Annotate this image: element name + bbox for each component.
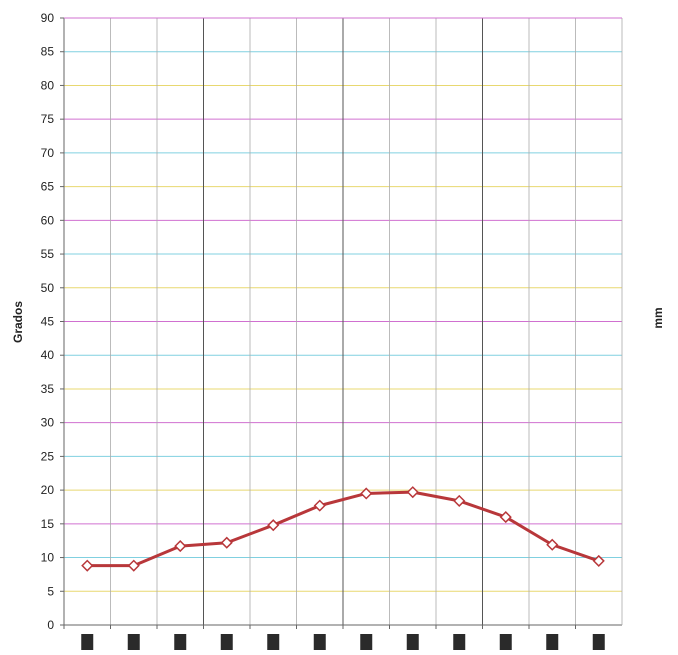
month-marker [546, 634, 559, 650]
series-line [85, 490, 601, 568]
y-tick-label: 30 [41, 416, 55, 430]
y-tick-label: 45 [41, 315, 55, 329]
x-month-markers [81, 634, 605, 650]
month-marker [267, 634, 280, 650]
month-marker [453, 634, 466, 650]
month-marker [220, 634, 233, 650]
data-point [81, 559, 94, 572]
y-tick-labels: 0 5 10 15 20 25 30 35 40 45 50 55 60 65 70 75 80 85 90 [41, 11, 55, 632]
y-tick-label: 35 [41, 382, 55, 396]
data-point [127, 559, 140, 572]
month-marker [592, 634, 605, 650]
y-tick-label: 65 [41, 180, 55, 194]
data-point [453, 494, 466, 507]
y-tick-label: 40 [41, 348, 55, 362]
data-point [406, 486, 419, 499]
y-tick-label: 70 [41, 146, 55, 160]
y-tick-label: 5 [47, 584, 54, 598]
data-point [220, 536, 233, 549]
y-tick-label: 20 [41, 483, 55, 497]
y-tick-label: 60 [41, 213, 55, 227]
vertical-gridlines [110, 18, 576, 625]
month-marker [499, 634, 512, 650]
data-point [174, 540, 187, 553]
data-point [313, 499, 326, 512]
data-point [499, 511, 512, 524]
month-marker [313, 634, 326, 650]
month-marker [360, 634, 373, 650]
y-tick-label: 25 [41, 449, 55, 463]
month-marker [174, 634, 187, 650]
y-tick-label: 80 [41, 78, 55, 92]
y-tick-label: 15 [41, 517, 55, 531]
data-point [546, 538, 559, 551]
data-point [592, 554, 605, 567]
y-tick-label: 90 [41, 11, 55, 25]
y2-axis-label: mm [651, 307, 665, 328]
y-axis-label: Grados [11, 301, 25, 343]
y-tick-label: 0 [47, 618, 54, 632]
month-marker [81, 634, 94, 650]
temperature-series [81, 486, 605, 572]
data-point [267, 519, 280, 532]
month-marker [127, 634, 140, 650]
y-tick-label: 10 [41, 551, 55, 565]
month-marker [406, 634, 419, 650]
data-point [360, 487, 373, 500]
y-tick-label: 85 [41, 45, 55, 59]
y-tick-label: 50 [41, 281, 55, 295]
y-tick-label: 55 [41, 247, 55, 261]
y-tick-label: 75 [41, 112, 55, 126]
axes [60, 17, 623, 629]
